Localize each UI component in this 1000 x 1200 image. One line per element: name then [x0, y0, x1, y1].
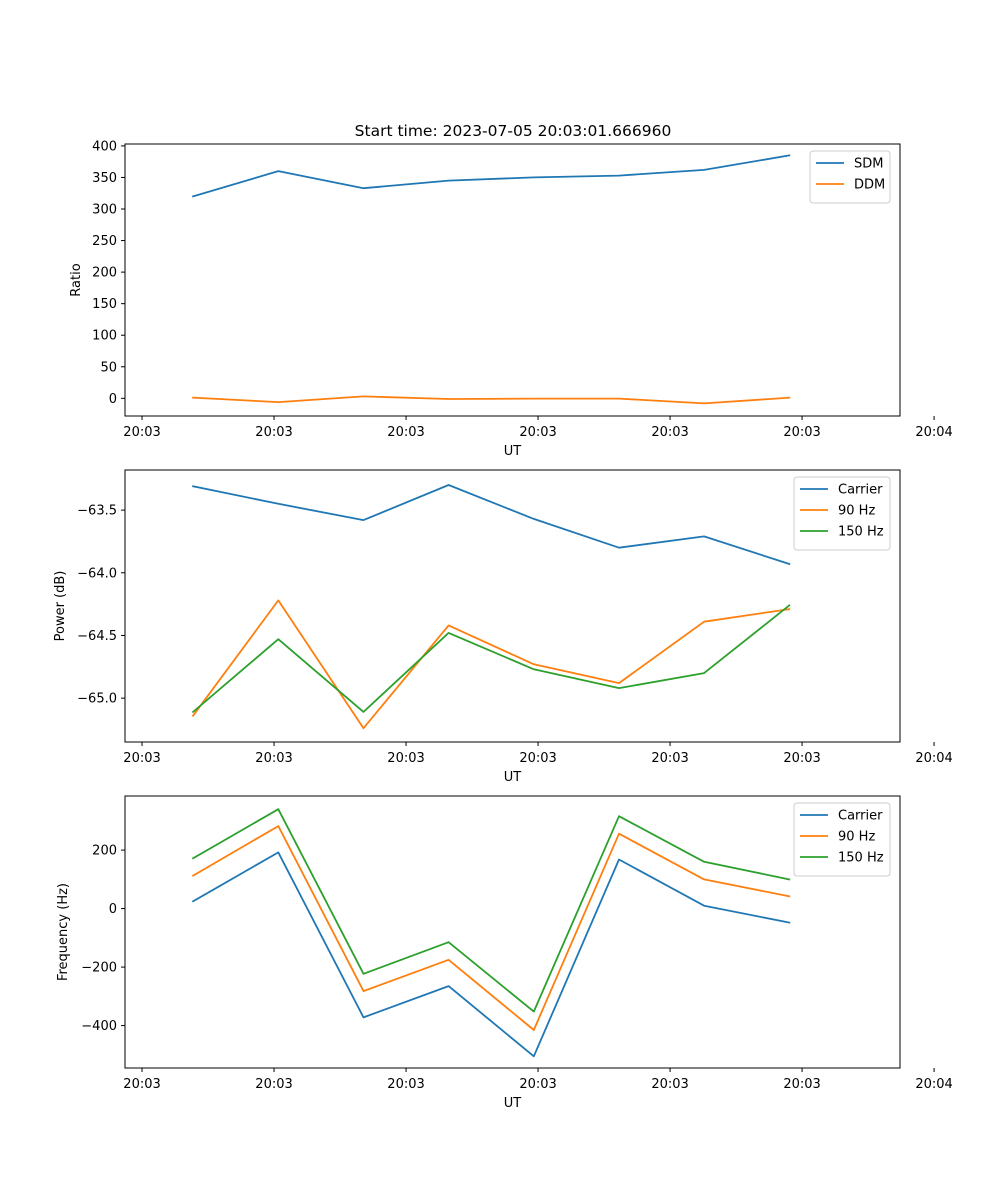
- ratio-x-tick-label: 20:03: [783, 425, 820, 440]
- ratio-y-tick-label: 300: [92, 203, 117, 218]
- power-axes-frame: [124, 469, 901, 743]
- frequency-y-tick-label: 200: [92, 844, 117, 859]
- frequency-x-tick-label: 20:03: [387, 1077, 424, 1092]
- power-legend-label-150-hz: 150 Hz: [838, 525, 884, 540]
- ratio-x-tick-label: 20:03: [651, 425, 688, 440]
- ratio-legend-label-sdm: SDM: [854, 157, 883, 172]
- frequency-legend-label-90-hz: 90 Hz: [838, 830, 875, 845]
- frequency-series-90-hz-line: [191, 825, 791, 1031]
- frequency-legend-label-carrier: Carrier: [838, 809, 883, 824]
- frequency-x-tick-label: 20:03: [651, 1077, 688, 1092]
- ratio-legend-box: [809, 150, 891, 204]
- frequency-series-carrier-line: [191, 851, 791, 1058]
- power-x-tick-label: 20:03: [519, 751, 556, 766]
- frequency-y-tick-label: 0: [109, 902, 117, 917]
- ratio-series-sdm-line: [191, 154, 791, 198]
- power-y-axis-label: Power (dB): [53, 571, 68, 642]
- power-y-tick-label: −64.0: [77, 566, 117, 581]
- ratio-x-tick-label: 20:03: [123, 425, 160, 440]
- ratio-y-tick-label: 350: [92, 171, 117, 186]
- frequency-x-tick-label: 20:03: [783, 1077, 820, 1092]
- ratio-legend: SDM DDM: [809, 150, 891, 204]
- ratio-y-tick-label: 50: [100, 360, 117, 375]
- power-legend-label-90-hz: 90 Hz: [838, 504, 875, 519]
- frequency-legend-label-150-hz: 150 Hz: [838, 851, 884, 866]
- frequency-x-tick-label: 20:03: [519, 1077, 556, 1092]
- ratio-y-tick-label: 150: [92, 297, 117, 312]
- power-y-tick-label: −65.0: [77, 692, 117, 707]
- frequency-y-axis-label: Frequency (Hz): [56, 883, 71, 981]
- power-x-tick-label: 20:04: [915, 751, 952, 766]
- power-panel: 20:03 20:03 20:03 20:03 20:03 20:03 20:04 −65.0…: [53, 469, 953, 785]
- ratio-y-axis-label: Ratio: [69, 263, 84, 296]
- ratio-x-tick-label: 20:03: [255, 425, 292, 440]
- frequency-x-tick-label: 20:03: [255, 1077, 292, 1092]
- power-legend: Carrier 90 Hz 150 Hz: [793, 476, 891, 551]
- ratio-y-tick-label: 400: [92, 139, 117, 154]
- power-series-carrier-line: [192, 484, 791, 566]
- frequency-x-tick-label: 20:03: [123, 1077, 160, 1092]
- ratio-y-tick-label: 200: [92, 266, 117, 281]
- power-x-tick-label: 20:03: [255, 751, 292, 766]
- power-y-tick-label: −63.5: [77, 504, 117, 519]
- frequency-panel: 20:03 20:03 20:03 20:03 20:03 20:03 20:04 −400 −…: [56, 795, 953, 1111]
- frequency-series-150-hz-line: [191, 808, 791, 1013]
- ratio-y-tick-label: 0: [109, 392, 117, 407]
- power-x-tick-label: 20:03: [783, 751, 820, 766]
- ratio-x-tick-label: 20:03: [519, 425, 556, 440]
- ratio-y-tick-label: 250: [92, 234, 117, 249]
- ratio-y-tick-label: 100: [92, 329, 117, 344]
- power-x-tick-label: 20:03: [387, 751, 424, 766]
- ratio-legend-label-ddm: DDM: [854, 178, 885, 193]
- ratio-panel: 20:03 20:03 20:03 20:03 20:03 20:03 20:04 0 50 10…: [69, 139, 953, 459]
- power-series-90-hz-line: [191, 599, 791, 730]
- ratio-x-tick-label: 20:04: [915, 425, 952, 440]
- power-x-tick-label: 20:03: [123, 751, 160, 766]
- power-x-tick-label: 20:03: [651, 751, 688, 766]
- frequency-y-tick-label: −400: [81, 1019, 117, 1034]
- power-series-150-hz-line: [191, 604, 791, 714]
- ratio-x-axis-label: UT: [504, 444, 522, 459]
- frequency-y-tick-label: −200: [81, 961, 117, 976]
- frequency-x-tick-label: 20:04: [915, 1077, 952, 1092]
- power-legend-label-carrier: Carrier: [838, 483, 883, 498]
- ratio-x-tick-label: 20:03: [387, 425, 424, 440]
- figure-title: Start time: 2023-07-05 20:03:01.666960: [355, 122, 672, 140]
- power-x-axis-label: UT: [504, 770, 522, 785]
- frequency-axes-frame: [124, 795, 901, 1069]
- power-y-tick-label: −64.5: [77, 629, 117, 644]
- ratio-series-ddm-line: [192, 395, 791, 405]
- frequency-x-axis-label: UT: [504, 1096, 522, 1111]
- ratio-axes-frame: [124, 143, 901, 417]
- frequency-legend: Carrier 90 Hz 150 Hz: [793, 802, 891, 877]
